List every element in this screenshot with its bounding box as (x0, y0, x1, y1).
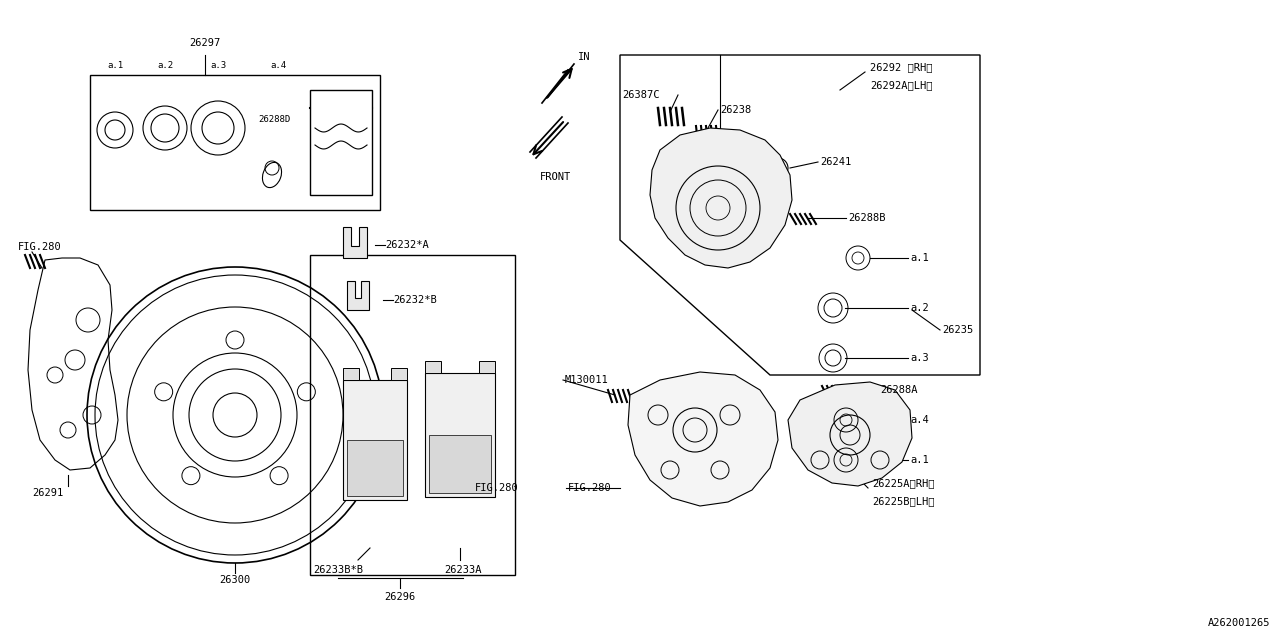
Text: 26291: 26291 (32, 488, 64, 498)
Bar (310, 90, 372, 195)
Text: 26288B: 26288B (849, 213, 886, 223)
Text: 26225A〈RH〉: 26225A〈RH〉 (872, 478, 934, 488)
Text: A262001265: A262001265 (1207, 618, 1270, 628)
Text: IN: IN (579, 52, 590, 62)
Polygon shape (390, 368, 407, 380)
Text: 26288D: 26288D (259, 115, 291, 124)
Text: 26232*B: 26232*B (393, 295, 436, 305)
Text: 26387C: 26387C (622, 90, 659, 100)
Text: a.1: a.1 (910, 253, 929, 263)
Text: 26292A〈LH〉: 26292A〈LH〉 (870, 80, 933, 90)
Text: FRONT: FRONT (540, 172, 571, 182)
Text: FIG.280: FIG.280 (568, 483, 612, 493)
Polygon shape (343, 227, 367, 258)
Text: 26300: 26300 (219, 575, 251, 585)
Text: 26233B*B: 26233B*B (314, 565, 364, 575)
Text: 26297: 26297 (189, 38, 220, 48)
Polygon shape (429, 435, 492, 493)
Text: 26232*A: 26232*A (385, 240, 429, 250)
Text: a.3: a.3 (210, 61, 227, 70)
Polygon shape (343, 380, 407, 500)
Text: 26292 〈RH〉: 26292 〈RH〉 (870, 62, 933, 72)
Text: 26238: 26238 (719, 105, 751, 115)
Text: M130011: M130011 (564, 375, 609, 385)
Text: 26241: 26241 (820, 157, 851, 167)
Text: a.1: a.1 (108, 61, 123, 70)
Bar (90, 75, 380, 210)
Text: a.4: a.4 (910, 415, 929, 425)
Polygon shape (788, 382, 911, 486)
Polygon shape (650, 128, 792, 268)
Text: a.3: a.3 (910, 353, 929, 363)
Polygon shape (347, 281, 369, 310)
Text: a.4: a.4 (270, 61, 285, 70)
Polygon shape (628, 372, 778, 506)
Ellipse shape (262, 163, 282, 188)
Polygon shape (28, 258, 118, 470)
Text: a.1: a.1 (910, 455, 929, 465)
Polygon shape (425, 361, 442, 373)
Bar (310, 255, 515, 575)
Polygon shape (425, 373, 495, 497)
Polygon shape (479, 361, 495, 373)
Text: 26296: 26296 (384, 592, 416, 602)
Polygon shape (343, 368, 358, 380)
Text: a.2: a.2 (910, 303, 929, 313)
Text: 26235: 26235 (942, 325, 973, 335)
Text: FIG.280: FIG.280 (18, 242, 61, 252)
Text: a.2: a.2 (157, 61, 173, 70)
Text: 26288A: 26288A (881, 385, 918, 395)
Polygon shape (347, 440, 403, 496)
Text: 26233A: 26233A (444, 565, 481, 575)
Text: 26225B〈LH〉: 26225B〈LH〉 (872, 496, 934, 506)
Text: FIG.280: FIG.280 (475, 483, 518, 493)
